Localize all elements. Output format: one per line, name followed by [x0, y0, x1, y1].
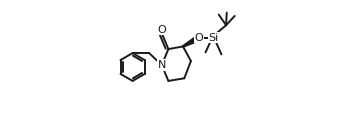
Polygon shape [183, 35, 200, 47]
Text: N: N [158, 60, 166, 70]
Text: Si: Si [209, 33, 218, 43]
Text: O: O [158, 25, 166, 35]
Text: O: O [194, 33, 203, 43]
